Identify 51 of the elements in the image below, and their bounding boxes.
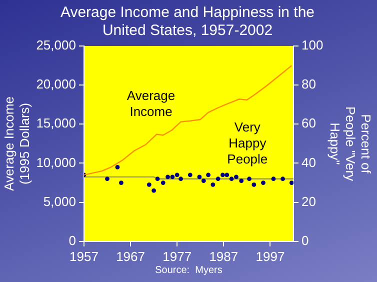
point [210,182,216,187]
y2-tick-label: 80 [302,76,316,92]
y2-tick-label: 100 [302,38,324,53]
point [271,176,276,182]
point [178,176,184,182]
point [220,172,225,178]
point [146,182,152,187]
y2-tick-label: 60 [302,116,316,131]
x-tick-label: 1977 [162,248,192,264]
x-tick-label: 1957 [70,248,98,264]
series-label: Average Income [126,88,176,120]
y-tick-label: 0 [68,232,76,248]
y2-tick-label: 0 [302,232,309,248]
y2-tick-label: 20 [302,194,316,209]
point [252,182,256,187]
point [280,176,285,182]
point [201,178,206,184]
point [115,164,120,170]
point [166,174,170,180]
point [105,176,110,182]
x-tick-label: 1987 [209,248,238,264]
series-label: Very Happy People [227,119,268,166]
point [155,176,160,182]
point [197,174,202,180]
point [261,180,266,185]
source-note: Source: Myers [155,264,222,276]
x-tick-label: 1967 [116,248,145,264]
y-tick-label: 5,000 [43,194,76,209]
point [224,172,230,178]
point [160,180,166,185]
y-tick-label: 10,000 [36,154,76,170]
point [170,174,175,180]
y-tick-label: 20,000 [36,76,76,92]
point [119,180,124,185]
point [152,188,156,193]
y-axis-title: Average Income (1995 Dollars) [1,96,32,191]
y2-axis-title: Percent of People "Very Happy" [327,106,374,182]
point [239,178,244,184]
point [206,172,210,178]
point [234,174,238,180]
y-tick-label: 15,000 [36,116,76,131]
point [229,176,234,182]
point [216,176,220,182]
x-tick-label: 1997 [256,248,285,264]
y-tick-label: 25,000 [36,38,76,53]
point [247,176,252,182]
y2-tick-label: 40 [302,154,316,170]
chart-title: Average Income and Happiness in the United States, 1957-2002 [60,4,315,40]
point [289,180,294,185]
point [188,172,192,178]
point [174,172,180,178]
